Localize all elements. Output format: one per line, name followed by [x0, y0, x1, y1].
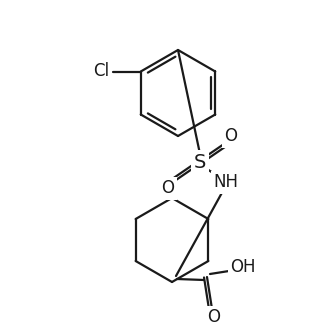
Text: OH: OH [230, 258, 256, 276]
Text: O: O [161, 179, 175, 197]
Text: O: O [224, 127, 238, 145]
Text: O: O [208, 308, 220, 326]
Text: NH: NH [214, 173, 239, 191]
Text: S: S [194, 152, 206, 172]
Text: Cl: Cl [93, 62, 109, 81]
